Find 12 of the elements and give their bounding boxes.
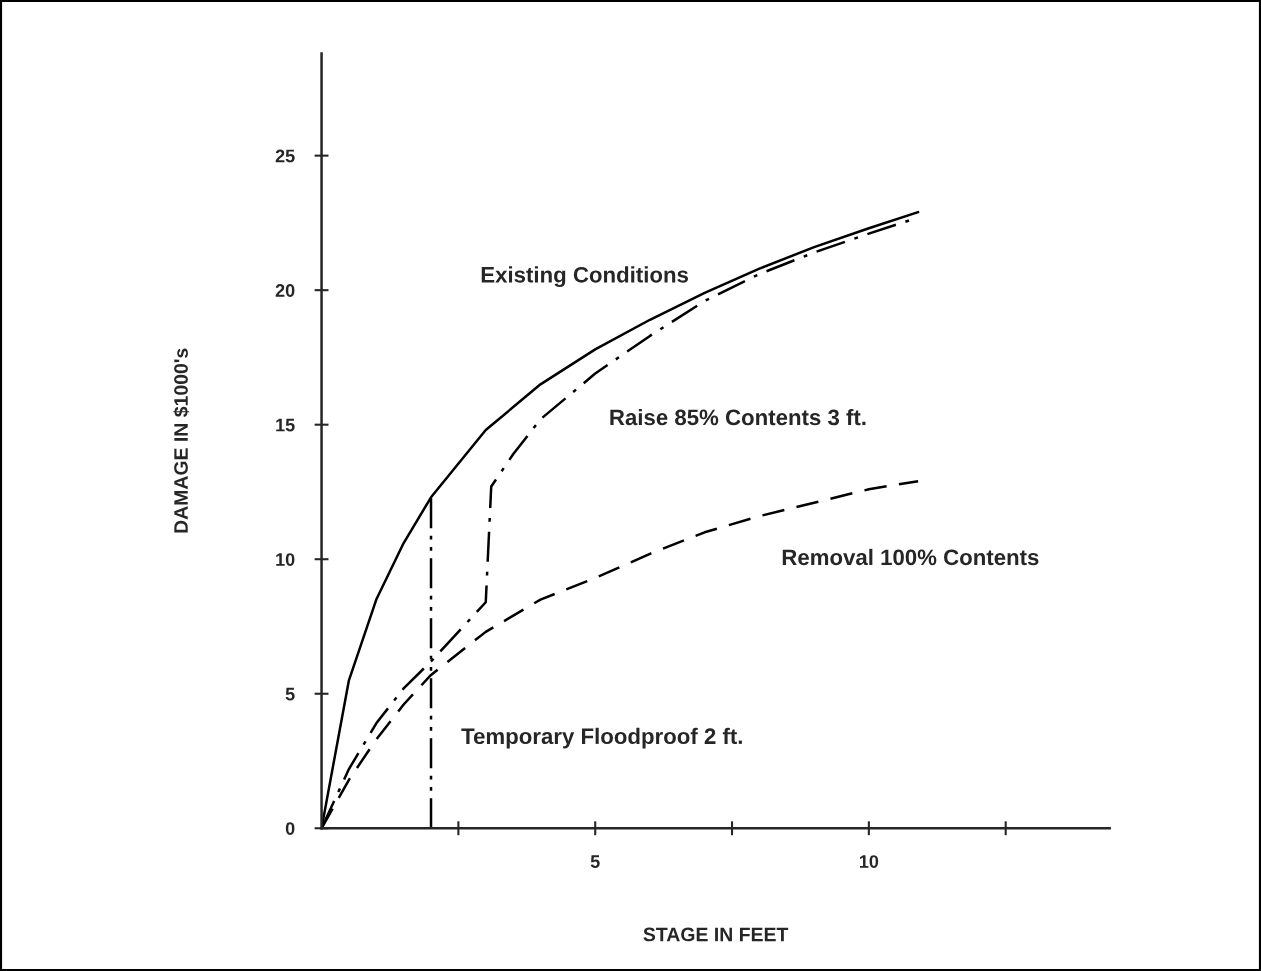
series-label: Temporary Floodproof 2 ft. <box>461 727 742 749</box>
y-axis-title: DAMAGE IN $1000's <box>173 348 190 533</box>
series-label: Raise 85% Contents 3 ft. <box>610 408 866 426</box>
y-tick-label: 15 <box>276 418 295 432</box>
y-tick-label: 20 <box>275 284 295 297</box>
y-tick-label: 10 <box>276 553 295 566</box>
y-tick-label: 0 <box>285 822 295 835</box>
y-tick-label: 25 <box>275 149 295 163</box>
x-axis-title: STAGE IN FEET <box>643 927 789 942</box>
series-label: Existing Conditions <box>481 266 688 288</box>
series-label: Removal 100% Contents <box>782 548 1039 566</box>
y-tick-label: 5 <box>285 687 295 701</box>
